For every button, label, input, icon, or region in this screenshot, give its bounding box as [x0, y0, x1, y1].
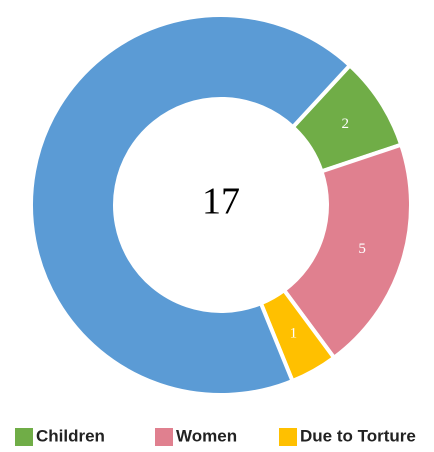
data-label: 1: [290, 326, 298, 342]
legend-label: Children: [36, 426, 105, 445]
data-label: 2: [342, 116, 350, 132]
data-label: 5: [358, 241, 366, 257]
legend-label: Due to Torture: [300, 426, 416, 445]
donut-segment: [281, 142, 413, 361]
legend-swatch: [15, 428, 33, 446]
legend-swatch: [279, 428, 297, 446]
legend-label: Women: [176, 426, 237, 445]
donut-segment: [29, 13, 353, 397]
legend-swatch: [155, 428, 173, 446]
center-label: 17: [202, 181, 240, 223]
